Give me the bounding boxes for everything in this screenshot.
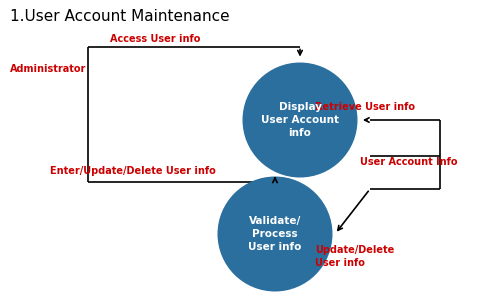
Ellipse shape: [242, 62, 358, 178]
Text: Access User info: Access User info: [110, 34, 200, 44]
Text: Display
User Account
info: Display User Account info: [261, 102, 339, 138]
Text: Enter/Update/Delete User info: Enter/Update/Delete User info: [50, 166, 216, 176]
Text: User Account Info: User Account Info: [360, 157, 458, 167]
Text: Administrator: Administrator: [10, 64, 86, 74]
Text: 1.User Account Maintenance: 1.User Account Maintenance: [10, 9, 230, 24]
Ellipse shape: [218, 176, 332, 292]
Text: Update/Delete
User info: Update/Delete User info: [315, 245, 394, 268]
Text: Validate/
Process
User info: Validate/ Process User info: [248, 216, 302, 252]
Text: Retrieve User info: Retrieve User info: [315, 103, 415, 112]
